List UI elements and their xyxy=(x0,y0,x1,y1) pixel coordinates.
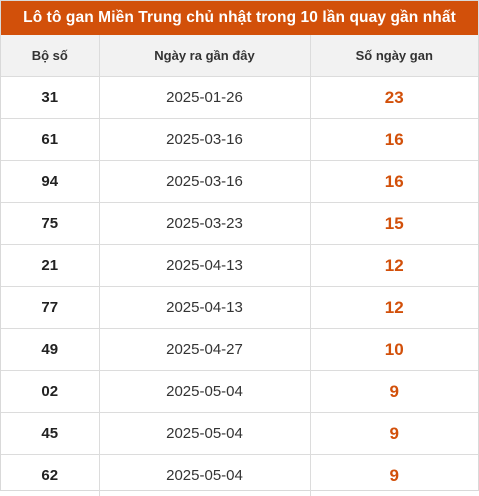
row-days: 15 xyxy=(310,203,478,245)
header-number: Bộ số xyxy=(1,35,99,77)
row-number: 62 xyxy=(1,455,99,496)
table-row: 31 2025-01-26 23 xyxy=(1,77,478,119)
row-days: 12 xyxy=(310,245,478,287)
table-row: 62 2025-05-04 9 xyxy=(1,455,478,496)
row-number: 77 xyxy=(1,287,99,329)
row-date: 2025-03-23 xyxy=(99,203,310,245)
table-header-row: Bộ số Ngày ra gần đây Số ngày gan xyxy=(1,35,478,77)
row-date: 2025-05-04 xyxy=(99,413,310,455)
row-date: 2025-04-13 xyxy=(99,287,310,329)
table-row: 77 2025-04-13 12 xyxy=(1,287,478,329)
row-date: 2025-04-13 xyxy=(99,245,310,287)
table-row: 21 2025-04-13 12 xyxy=(1,245,478,287)
row-number: 61 xyxy=(1,119,99,161)
row-days: 9 xyxy=(310,371,478,413)
gan-table: Bộ số Ngày ra gần đây Số ngày gan 31 202… xyxy=(1,35,478,496)
row-days: 12 xyxy=(310,287,478,329)
row-number: 21 xyxy=(1,245,99,287)
header-gan-days: Số ngày gan xyxy=(310,35,478,77)
row-days: 16 xyxy=(310,119,478,161)
row-number: 45 xyxy=(1,413,99,455)
row-days: 23 xyxy=(310,77,478,119)
row-number: 02 xyxy=(1,371,99,413)
table-title: Lô tô gan Miền Trung chủ nhật trong 10 l… xyxy=(1,1,478,35)
table-row: 94 2025-03-16 16 xyxy=(1,161,478,203)
row-number: 94 xyxy=(1,161,99,203)
row-number: 75 xyxy=(1,203,99,245)
row-date: 2025-03-16 xyxy=(99,119,310,161)
table-row: 61 2025-03-16 16 xyxy=(1,119,478,161)
row-number: 49 xyxy=(1,329,99,371)
row-number: 31 xyxy=(1,77,99,119)
row-date: 2025-04-27 xyxy=(99,329,310,371)
row-date: 2025-01-26 xyxy=(99,77,310,119)
row-days: 9 xyxy=(310,413,478,455)
table-row: 49 2025-04-27 10 xyxy=(1,329,478,371)
row-date: 2025-03-16 xyxy=(99,161,310,203)
row-days: 9 xyxy=(310,455,478,496)
row-date: 2025-05-04 xyxy=(99,455,310,496)
row-days: 10 xyxy=(310,329,478,371)
table-row: 75 2025-03-23 15 xyxy=(1,203,478,245)
row-date: 2025-05-04 xyxy=(99,371,310,413)
header-last-date: Ngày ra gần đây xyxy=(99,35,310,77)
table-row: 02 2025-05-04 9 xyxy=(1,371,478,413)
table-row: 45 2025-05-04 9 xyxy=(1,413,478,455)
row-days: 16 xyxy=(310,161,478,203)
